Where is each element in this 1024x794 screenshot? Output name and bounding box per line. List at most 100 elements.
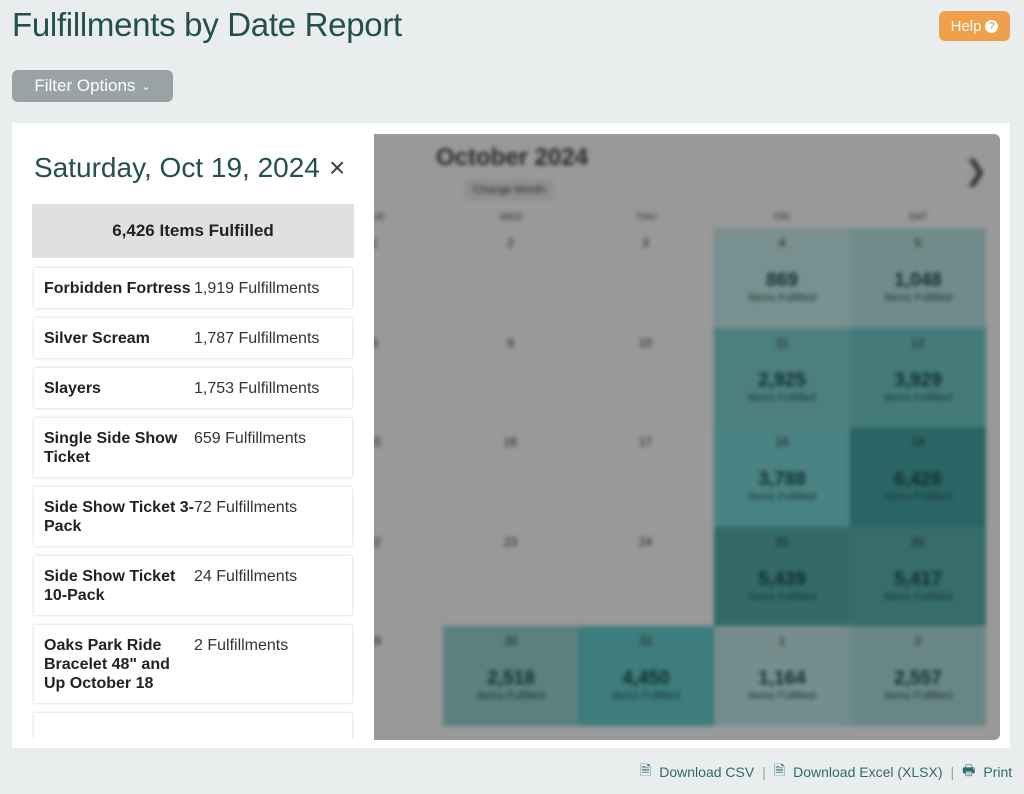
calendar-day[interactable]: 2 [443, 228, 579, 328]
list-item: Side Show Ticket 10-Pack 24 Fulfillments [34, 556, 352, 615]
day-total: 5,417 [894, 568, 942, 590]
item-count: 659 Fulfillments [194, 430, 307, 447]
page-title: Fulfillments by Date Report [12, 6, 402, 43]
print-icon: 🖶 [962, 762, 976, 778]
item-count: 1,919 Fulfillments [194, 280, 320, 297]
calendar-day[interactable]: 1 1,164 Items Fulfilled [714, 626, 850, 726]
calendar-day[interactable]: 16 [443, 427, 579, 527]
day-number: 22 [374, 534, 382, 549]
print-link[interactable]: Print [983, 764, 1013, 780]
day-number: 2 [507, 236, 514, 250]
day-number: 26 [911, 534, 925, 549]
list-item: Oaks Park Ride Bracelet 48" and Up Octob… [34, 625, 352, 703]
day-label: Items Fulfilled [884, 590, 952, 603]
day-number: 16 [503, 435, 518, 449]
calendar-day[interactable]: 8 [374, 327, 443, 428]
download-csv-link[interactable]: Download CSV [659, 764, 755, 780]
item-count: 1,787 Fulfillments [194, 330, 320, 347]
day-number: 18 [775, 435, 789, 449]
modal-overlay[interactable] [374, 134, 1000, 740]
day-label: Items Fulfilled [884, 491, 952, 503]
weekday-header: THU [635, 212, 657, 223]
item-count: 2 Fulfillments [194, 637, 289, 654]
calendar-day[interactable]: 25 5,439 Items Fulfilled [714, 526, 850, 627]
item-name: Oaks Park Ride Bracelet 48" and Up Octob… [44, 637, 170, 692]
day-total: 4,450 [622, 668, 670, 689]
separator: | [950, 764, 955, 780]
calendar-day[interactable]: 31 4,450 Items Fulfilled [578, 626, 714, 726]
chevron-down-icon: ⌄ [141, 80, 151, 93]
day-label: Items Fulfilled [748, 690, 816, 702]
weekday-header: SAT [908, 212, 928, 223]
calendar-day[interactable]: 22 [374, 526, 443, 627]
calendar-day[interactable]: 12 3,929 Items Fulfilled [850, 327, 986, 428]
calendar-day[interactable]: 24 [578, 526, 714, 627]
item-name: Side Show Ticket 10-Pack [44, 568, 176, 604]
item-name: Single Side Show Ticket [44, 430, 178, 466]
day-total: 2,925 [758, 369, 806, 391]
calendar-day[interactable]: 30 2,518 Items Fulfilled [443, 626, 579, 726]
items-fulfilled-summary: 6,426 Items Fulfilled [32, 204, 354, 258]
calendar-day[interactable]: 2 2,557 Items Fulfilled [850, 626, 986, 726]
file-icon: 🗎 [640, 762, 652, 778]
list-item: Side Show Ticket 3-Pack 72 Fulfillments [34, 487, 352, 546]
calendar-day[interactable]: 9 [443, 327, 579, 428]
next-month-icon[interactable]: ❯ [964, 155, 988, 186]
day-label: Items Fulfilled [748, 590, 816, 603]
filter-options-button[interactable]: Filter Options ⌄ [12, 70, 173, 102]
change-month-button[interactable]: Change Month [464, 180, 554, 200]
separator: | [762, 764, 766, 780]
list-item [34, 713, 352, 738]
day-number: 4 [778, 236, 786, 250]
day-number: 29 [374, 634, 382, 648]
day-total: 6,426 [894, 469, 942, 490]
calendar-day[interactable]: 19 6,426 Items Fulfilled [850, 427, 986, 527]
calendar-day[interactable]: 23 [443, 526, 579, 627]
day-number: 23 [503, 534, 518, 549]
close-icon[interactable]: × [329, 152, 346, 183]
item-name: Side Show Ticket 3-Pack [44, 499, 194, 535]
day-label: Items Fulfilled [884, 391, 952, 404]
calendar: October 2024 Change Month ❯ TUE WED THU FRI… [374, 134, 1000, 740]
weekday-header: FRI [773, 212, 791, 223]
calendar-day[interactable]: 4 869 Items Fulfilled [714, 228, 850, 328]
calendar-day[interactable]: 10 [578, 327, 714, 428]
footer-actions: 🗎 Download CSV | 🗎 Download Excel (XLSX) |… [640, 760, 1012, 784]
calendar-day[interactable]: 5 1,048 Items Fulfilled [850, 228, 986, 328]
day-number: 19 [911, 435, 925, 449]
calendar-day[interactable]: 26 5,417 Items Fulfilled [850, 526, 986, 627]
day-number: 30 [504, 634, 518, 648]
day-number: 3 [642, 236, 649, 250]
help-button[interactable]: Help? [939, 11, 1010, 41]
excel-file-icon: 🗎 [773, 762, 786, 778]
day-number: 1 [778, 634, 786, 648]
download-xlsx-link[interactable]: Download Excel (XLSX) [793, 764, 943, 780]
calendar-day[interactable]: 17 [578, 427, 714, 527]
day-label: Items Fulfilled [884, 690, 952, 702]
list-item: Slayers 1,753 Fulfillments [34, 368, 352, 408]
item-name: Slayers [44, 380, 101, 397]
calendar-day[interactable]: 18 3,788 Items Fulfilled [714, 427, 850, 527]
weekday-header: WED [499, 212, 523, 223]
month-title: October 2024 [436, 144, 589, 171]
day-number: 8 [374, 335, 378, 350]
list-item: Silver Scream 1,787 Fulfillments [34, 318, 352, 358]
list-item: Single Side Show Ticket 659 Fulfillments [34, 418, 352, 477]
day-number: 2 [914, 634, 922, 648]
calendar-day[interactable]: 11 2,925 Items Fulfilled [714, 327, 850, 428]
item-count: 24 Fulfillments [194, 568, 298, 585]
item-count: 1,753 Fulfillments [194, 380, 320, 397]
fulfillment-list[interactable]: Forbidden Fortress 1,919 Fulfillments Silv… [32, 266, 354, 738]
calendar-day[interactable]: 29 [374, 626, 443, 726]
day-total: 869 [766, 270, 798, 291]
weekday-header: TUE [374, 212, 385, 223]
question-circle-icon: ? [985, 19, 999, 33]
day-number: 9 [507, 335, 514, 350]
day-total: 1,048 [894, 270, 942, 291]
calendar-day[interactable]: 3 [578, 228, 714, 328]
day-number: 24 [638, 534, 653, 549]
calendar-day[interactable]: 15 [374, 427, 443, 527]
calendar-day[interactable]: 1 [374, 228, 443, 328]
day-number: 11 [775, 335, 789, 350]
day-number: 10 [638, 335, 653, 350]
